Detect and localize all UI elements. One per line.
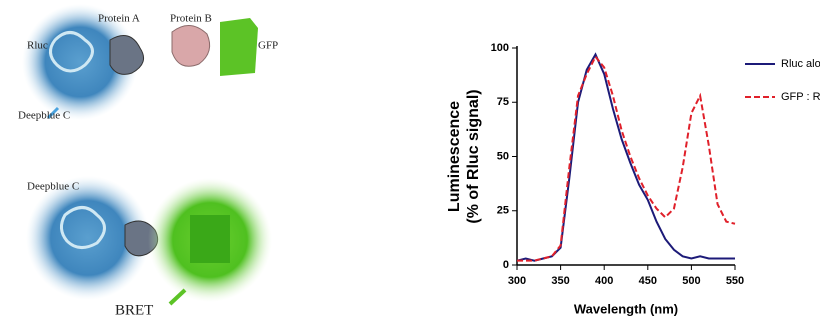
x-tick-label: 500 — [682, 275, 700, 287]
x-axis-label: Wavelength (nm) — [574, 301, 678, 316]
diagram: Protein A Protein B Rluc GFP Deepblue C … — [18, 4, 278, 318]
gfp — [220, 18, 258, 76]
y-tick-label: 50 — [497, 150, 509, 162]
label: Deepblue C — [27, 181, 79, 193]
figure: Protein A Protein B Rluc GFP Deepblue C … — [0, 0, 820, 322]
x-tick-label: 450 — [639, 275, 657, 287]
protein-b — [172, 25, 210, 66]
y-tick-label: 0 — [503, 259, 509, 271]
y-tick-label: 75 — [497, 96, 509, 108]
label: Deepblue C — [18, 110, 70, 122]
label: Protein B — [170, 13, 212, 25]
label: BRET — [115, 302, 153, 318]
x-tick-label: 550 — [726, 275, 744, 287]
gfp-bret — [190, 215, 230, 263]
line-series — [517, 55, 735, 261]
y-axis-label: Luminescence — [446, 101, 463, 212]
x-tick-label: 350 — [551, 275, 569, 287]
page: Protein A Protein B Rluc GFP Deepblue C … — [0, 0, 820, 322]
protein-a — [110, 36, 144, 75]
label: GFP — [258, 40, 278, 52]
legend-label: GFP : Rluc — [781, 91, 820, 103]
label: Protein A — [98, 13, 140, 25]
legend-label: Rluc alone — [781, 58, 820, 70]
chart: 0 25 50 75 100 300 350 400 450 500 550 Wavelength (… — [446, 42, 820, 317]
line-series — [517, 57, 735, 261]
y-tick-label: 100 — [491, 42, 509, 54]
y-tick-label: 25 — [497, 205, 509, 217]
label: Rluc — [27, 40, 48, 52]
x-tick-label: 300 — [508, 275, 526, 287]
y-axis-label: (% of Rluc signal) — [465, 89, 482, 223]
x-tick-label: 400 — [595, 275, 613, 287]
